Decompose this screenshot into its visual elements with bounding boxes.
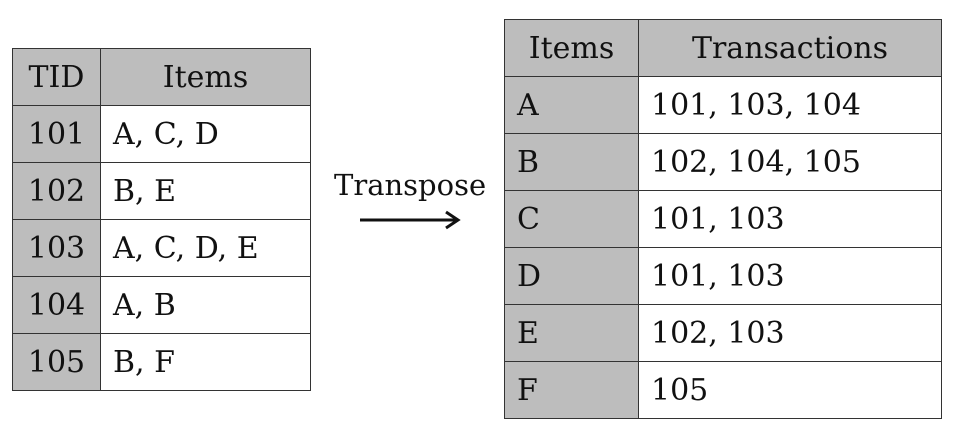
table-row: 101 A, C, D <box>12 105 311 163</box>
column-header-transactions: Transactions <box>638 19 942 77</box>
transpose-connector: Transpose <box>334 168 486 238</box>
transactions-cell: 102, 104, 105 <box>638 133 942 191</box>
items-cell: B, E <box>100 162 311 220</box>
table-row: F 105 <box>504 361 942 419</box>
table-row: 105 B, F <box>12 333 311 391</box>
table-row: D 101, 103 <box>504 247 942 305</box>
transactions-cell: 101, 103 <box>638 247 942 305</box>
item-cell: D <box>504 247 639 305</box>
items-cell: A, C, D <box>100 105 311 163</box>
items-cell: B, F <box>100 333 311 391</box>
table-row: 102 B, E <box>12 162 311 220</box>
right-arrow-icon <box>360 210 461 230</box>
tid-cell: 104 <box>12 276 101 334</box>
table-row: 103 A, C, D, E <box>12 219 311 277</box>
table-row: C 101, 103 <box>504 190 942 248</box>
column-header-items: Items <box>504 19 639 77</box>
table-row: E 102, 103 <box>504 304 942 362</box>
table-row: A 101, 103, 104 <box>504 76 942 134</box>
item-cell: E <box>504 304 639 362</box>
items-cell: A, C, D, E <box>100 219 311 277</box>
transactions-cell: 102, 103 <box>638 304 942 362</box>
tid-cell: 101 <box>12 105 101 163</box>
column-header-items: Items <box>100 48 311 106</box>
items-cell: A, B <box>100 276 311 334</box>
header-row: TID Items <box>12 48 311 106</box>
item-cell: B <box>504 133 639 191</box>
header-row: Items Transactions <box>504 19 942 77</box>
inverted-index-table: Items Transactions A 101, 103, 104 B 102… <box>504 19 942 419</box>
transactions-cell: 101, 103 <box>638 190 942 248</box>
tid-cell: 105 <box>12 333 101 391</box>
table-row: B 102, 104, 105 <box>504 133 942 191</box>
item-cell: C <box>504 190 639 248</box>
tid-cell: 103 <box>12 219 101 277</box>
column-header-tid: TID <box>12 48 101 106</box>
transaction-table: TID Items 101 A, C, D 102 B, E 103 A, C,… <box>12 48 311 391</box>
transpose-label: Transpose <box>334 168 487 202</box>
transactions-cell: 105 <box>638 361 942 419</box>
transactions-cell: 101, 103, 104 <box>638 76 942 134</box>
item-cell: F <box>504 361 639 419</box>
table-row: 104 A, B <box>12 276 311 334</box>
item-cell: A <box>504 76 639 134</box>
tid-cell: 102 <box>12 162 101 220</box>
